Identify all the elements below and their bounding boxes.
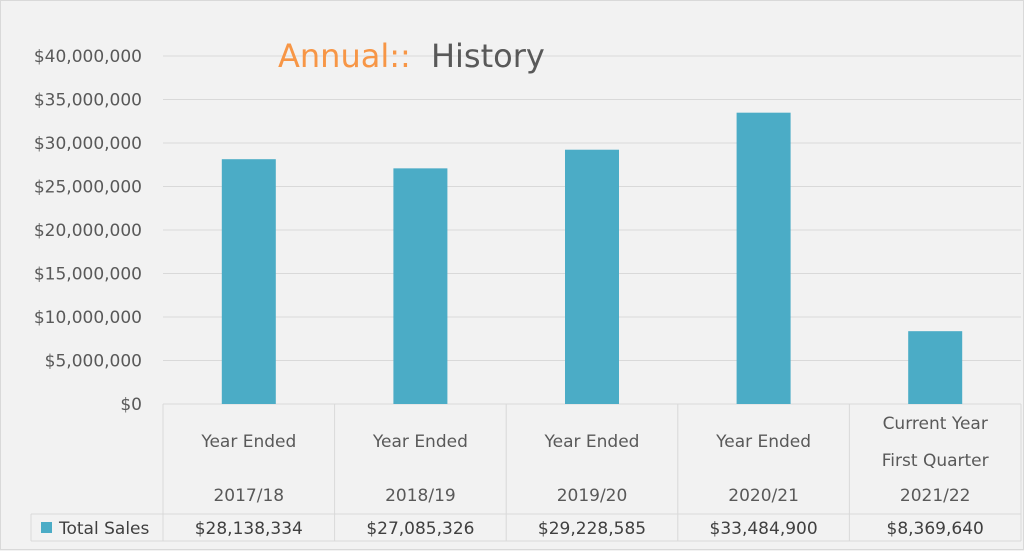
category-label: 2017/18 bbox=[213, 486, 284, 506]
legend-label: Total Sales bbox=[58, 519, 149, 539]
y-tick-label: $20,000,000 bbox=[34, 221, 142, 241]
title-main: History bbox=[431, 37, 545, 75]
bars bbox=[221, 112, 963, 405]
category-label: 2019/20 bbox=[557, 486, 628, 506]
y-tick-label: $0 bbox=[120, 395, 142, 415]
y-tick-label: $10,000,000 bbox=[34, 308, 142, 328]
bar bbox=[736, 112, 791, 405]
y-tick-label: $5,000,000 bbox=[45, 352, 142, 372]
category-label: First Quarter bbox=[882, 451, 989, 471]
y-tick-label: $40,000,000 bbox=[34, 47, 142, 67]
y-tick-label: $35,000,000 bbox=[34, 91, 142, 111]
value-label: $33,484,900 bbox=[710, 519, 818, 539]
y-axis: $0 $5,000,000 $10,000,000 $15,000,000 $20,00… bbox=[34, 47, 142, 415]
category-label: Year Ended bbox=[372, 432, 468, 452]
y-tick-label: $25,000,000 bbox=[34, 178, 142, 198]
chart-title: Annual:: History bbox=[278, 37, 545, 75]
bar bbox=[221, 159, 276, 404]
category-label: 2020/21 bbox=[728, 486, 799, 506]
category-label: Year Ended bbox=[200, 432, 296, 452]
y-tick-label: $15,000,000 bbox=[34, 265, 142, 285]
value-label: $27,085,326 bbox=[366, 519, 474, 539]
bar bbox=[908, 331, 963, 404]
value-label: $28,138,334 bbox=[195, 519, 303, 539]
legend-swatch bbox=[41, 522, 52, 533]
category-label: 2018/19 bbox=[385, 486, 456, 506]
bar bbox=[565, 149, 619, 404]
y-tick-label: $30,000,000 bbox=[34, 134, 142, 154]
value-label: $8,369,640 bbox=[887, 519, 984, 539]
category-label: Year Ended bbox=[715, 432, 811, 452]
title-accent: Annual:: bbox=[278, 37, 411, 75]
data-table: Year Ended 2017/18 Year Ended 2018/19 Year E… bbox=[30, 404, 1022, 542]
category-label: Current Year bbox=[883, 414, 988, 434]
category-label: 2021/22 bbox=[900, 486, 971, 506]
category-label: Year Ended bbox=[544, 432, 640, 452]
value-label: $29,228,585 bbox=[538, 519, 646, 539]
bar bbox=[393, 168, 448, 404]
